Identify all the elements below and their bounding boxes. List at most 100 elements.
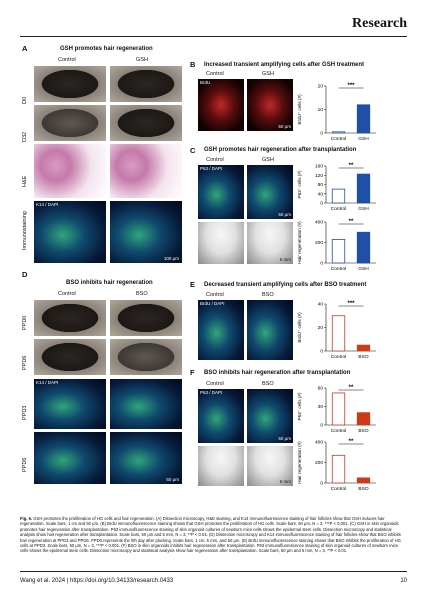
y-tick-label: 20 <box>318 84 324 90</box>
y-tick-label: 40 <box>318 191 324 197</box>
y-tick-label: 200 <box>315 240 323 246</box>
y-tick-label: 400 <box>315 220 323 226</box>
footer-rule <box>20 571 407 572</box>
panel-f-title: BSO inhibits hair regeneration after tra… <box>204 370 351 376</box>
he-gsh <box>110 144 182 198</box>
bar <box>331 315 346 352</box>
panel-f-col-bso: BSO <box>262 381 274 387</box>
y-tick-label: 80 <box>318 182 324 188</box>
y-tick-label: 0 <box>320 131 323 137</box>
panel-b-label: B <box>190 60 196 69</box>
panel-d-label: D <box>22 270 28 279</box>
hair-control-f <box>198 446 244 486</box>
bar <box>356 231 371 264</box>
panel-c-col-control: Control <box>206 157 224 163</box>
panel-c-col-gsh: GSH <box>262 157 274 163</box>
x-tick-label: GSH <box>358 206 369 212</box>
panel-f-chart-bottom: Hair regeneration (#) 0 200 400 Control BSO ** <box>297 439 376 492</box>
bar <box>356 344 371 352</box>
x-tick-label: BSO <box>358 354 368 360</box>
footer-separator: | <box>66 578 69 584</box>
panel-e-title: Decreased transient amplifying cells aft… <box>204 282 367 288</box>
y-tick-label: 120 <box>315 173 323 179</box>
p63-bso-f: 50 μm <box>247 389 293 443</box>
panel-f-col-control: Control <box>206 381 224 387</box>
panel-d-stain-label: K14 / DAPI <box>36 380 59 385</box>
significance-label: *** <box>347 83 355 89</box>
photo-control-d0 <box>34 66 106 102</box>
y-tick-label: 60 <box>318 386 324 392</box>
x-tick-label: Control <box>331 136 346 142</box>
panel-a-col-control: Control <box>58 57 76 63</box>
y-tick-label: 0 <box>320 201 323 207</box>
x-tick-label: GSH <box>358 266 369 272</box>
bar <box>356 104 371 134</box>
panel-a-row-d32: D32 <box>22 131 28 142</box>
panel-a-scale: 100 μm <box>163 256 179 261</box>
panel-b-scale: 50 μm <box>278 124 291 129</box>
panel-a-label: A <box>22 44 28 53</box>
hair-control <box>198 222 244 264</box>
y-axis-label: P63⁺ cells (#) <box>297 170 302 198</box>
y-tick-label: 0 <box>320 481 323 487</box>
footer-authors: Wang et al. 2024 <box>20 578 66 584</box>
panel-f-scale-2: 5 mm <box>279 479 291 484</box>
panel-b-chart: BrdU⁺ cells (#) 0 10 20 Control GSH *** <box>297 83 376 142</box>
panel-c-scale-1: 50 μm <box>278 212 291 217</box>
panel-c-title: GSH promotes hair regeneration after tra… <box>204 147 357 153</box>
panel-f-label: F <box>190 368 195 377</box>
panel-f-chart-top: P63⁺ cells (#) 0 30 60 Control BSO ** <box>297 385 376 434</box>
footer-citation: Wang et al. 2024 | https://doi.org/10.34… <box>20 578 173 584</box>
panel-d-row-ppd6: PPD6 <box>22 355 28 370</box>
y-tick-label: 0 <box>320 261 323 267</box>
panel-a-stain-label: K14 / DAPI <box>36 202 59 207</box>
bar <box>331 188 346 204</box>
bar <box>331 454 346 484</box>
bar <box>356 412 371 426</box>
panel-f-scale-1: 50 μm <box>278 436 291 441</box>
x-tick-label: Control <box>331 354 346 360</box>
panel-a-row-immuno: Immunostaining <box>22 211 28 250</box>
y-axis-label: BrdU⁺ cells (#) <box>297 94 302 125</box>
caption-lead: Fig. 6. <box>20 516 33 521</box>
footer-doi-link[interactable]: https://doi.org/10.34133/research.0433 <box>70 578 174 584</box>
x-tick-label: GSH <box>358 136 369 142</box>
panel-b-stain-label: BrdU <box>200 80 211 85</box>
panel-e-chart: BrdU⁺ cells (#) 0 20 40 Control BSO *** <box>297 301 376 360</box>
photo-bso-ppd0 <box>110 300 182 336</box>
caption-text: GSH promotes the proliferation of HG cel… <box>20 516 401 554</box>
photo-control-d32 <box>34 105 106 141</box>
panel-c-chart-top: P63⁺ cells (#) 0 40 80 120 160 Control GSH ** <box>297 163 376 212</box>
x-tick-label: Control <box>331 486 346 492</box>
y-tick-label: 200 <box>315 460 323 466</box>
panel-e-stain-label: BrdU / DAPI <box>200 301 225 306</box>
immuno-gsh: 100 μm <box>110 201 182 263</box>
brdu-bso-e <box>247 300 293 360</box>
panel-c-label: C <box>190 146 196 155</box>
significance-label: ** <box>349 163 354 169</box>
x-tick-label: BSO <box>358 428 368 434</box>
brdu-gsh: 50 μm <box>247 79 293 131</box>
panel-a-row-he: H&E <box>22 175 28 187</box>
photo-control-ppd0 <box>34 300 106 336</box>
panel-c-scale-2: 5 mm <box>279 257 291 262</box>
significance-label: *** <box>347 301 355 307</box>
y-tick-label: 0 <box>320 423 323 429</box>
panel-d-row-ppd6b: PPD6 <box>22 457 28 472</box>
panel-f-stain-label: P63 / DAPI <box>200 390 223 395</box>
panel-d-row-ppd3: PPD3 <box>22 405 28 420</box>
p63-control: P63 / DAPI <box>198 165 244 219</box>
x-tick-label: Control <box>331 266 346 272</box>
y-tick-label: 20 <box>318 325 324 331</box>
panel-e-col-bso: BSO <box>262 292 274 298</box>
page-number: 10 <box>400 578 407 584</box>
significance-label: ** <box>349 439 354 445</box>
panel-b-title: Increased transient amplifying cells aft… <box>204 62 365 68</box>
photo-control-ppd6 <box>34 339 106 375</box>
photo-gsh-d0 <box>110 66 182 102</box>
panel-b-col-gsh: GSH <box>262 71 274 77</box>
x-tick-label: Control <box>331 206 346 212</box>
x-tick-label: BSO <box>358 486 368 492</box>
panel-b-col-control: Control <box>206 71 224 77</box>
panel-d-row-ppd0: PPD0 <box>22 315 28 330</box>
